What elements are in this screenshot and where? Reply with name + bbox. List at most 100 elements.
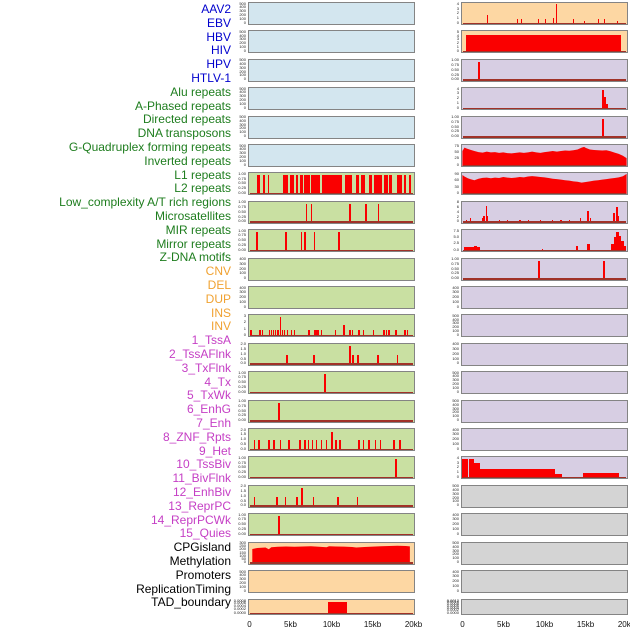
track-plot-6_EnhG	[461, 200, 628, 224]
y-tick-label: 0	[456, 530, 459, 536]
data-bar	[385, 330, 388, 337]
track-label-HIV: HIV	[210, 43, 231, 58]
y-tick-label: 200	[452, 577, 459, 583]
track-label-4_Tx: 4_Tx	[204, 374, 231, 389]
data-bar	[286, 330, 288, 337]
y-tick-label: 0.25	[238, 241, 246, 247]
zero-baseline	[250, 533, 413, 536]
y-axis-ticks-L2-repeats: 1.00 0.75 0.50 0.25 0.00	[231, 370, 247, 394]
data-bar	[307, 440, 310, 450]
track-plot-A-Phased-repeats	[248, 200, 415, 224]
data-bar	[464, 247, 481, 252]
data-bar	[275, 330, 277, 337]
track-label-HTLV-1: HTLV-1	[191, 71, 231, 85]
track-row-4_Tx: 75 50 25 0	[455, 143, 628, 167]
data-bar	[303, 232, 306, 252]
y-tick-label: 300	[239, 93, 246, 99]
y-tick-label: 1.00	[238, 398, 246, 404]
data-bar	[477, 61, 480, 81]
track-plot-CNV	[248, 541, 415, 565]
y-tick-label: 0.0002	[233, 606, 246, 612]
zero-baseline	[250, 221, 413, 223]
y-tick-label: 300	[452, 516, 459, 522]
y-tick-label: 0.0004	[446, 605, 459, 611]
track-row-Mirror-repeats: 2.0 1.5 1.0 0.5 0.0	[240, 484, 415, 508]
track-plot-TAD_boundary	[461, 599, 628, 615]
y-tick-label: 0.00	[238, 417, 246, 423]
track-row-HBV: 500 400 300 200 100 0	[239, 58, 415, 82]
y-tick-label: 200	[452, 381, 459, 387]
data-bar	[587, 243, 590, 252]
track-plot-7_Enh	[461, 229, 628, 253]
y-tick-label: 0.50	[238, 180, 246, 186]
y-tick-label: 4	[456, 32, 459, 38]
y-axis-ticks-Directed-repeats: 1.00 0.75 0.50 0.25 0.00	[231, 227, 247, 252]
data-bar	[408, 175, 412, 195]
track-plot-Alu-repeats	[248, 172, 415, 196]
data-bar	[388, 330, 390, 337]
track-row-Microsatellites: 2.0 1.5 1.0 0.5 0.0	[240, 427, 415, 451]
y-tick-label: 2	[456, 40, 459, 46]
zero-baseline	[250, 249, 413, 252]
data-bar	[253, 440, 256, 450]
y-tick-label: 200	[452, 324, 459, 330]
y-tick-label: 0.0	[240, 360, 246, 366]
y-tick-label: 2	[456, 10, 459, 16]
data-bar	[383, 330, 385, 337]
data-bar	[362, 440, 365, 450]
y-tick-label: 0	[456, 47, 459, 53]
y-tick-label: 1	[243, 325, 246, 331]
y-tick-label: 1.00	[451, 114, 459, 120]
y-tick-label: 0	[243, 47, 246, 53]
y-tick-label: 0.0008	[233, 597, 246, 603]
y-tick-label: 0.75	[451, 118, 459, 124]
data-bar	[611, 243, 614, 252]
track-plot-9_Het	[461, 286, 628, 309]
y-tick-label: 500	[239, 568, 246, 574]
y-tick-label: 400	[452, 568, 459, 574]
data-bar	[613, 237, 617, 252]
data-bar	[365, 203, 368, 223]
track-label-Z-DNA-motifs: Z-DNA motifs	[159, 250, 231, 265]
track-plot-INV	[461, 30, 628, 54]
data-bar	[357, 355, 359, 365]
data-bar	[374, 175, 382, 195]
data-bar	[261, 330, 264, 337]
y-tick-label: 0.75	[238, 402, 246, 408]
data-bar	[373, 330, 375, 337]
y-tick-label: 0.5	[240, 497, 246, 503]
track-label-2_TssAFlnk: 2_TssAFlnk	[168, 347, 231, 361]
x-tick-label: 10kb	[535, 620, 554, 629]
y-tick-label: 0	[456, 218, 459, 224]
area-polygon	[462, 174, 627, 195]
track-plot-12_EnhBiv	[461, 371, 628, 395]
y-tick-label: 0.50	[451, 265, 459, 271]
y-tick-label: 200	[452, 350, 459, 356]
y-tick-label: 1.00	[238, 227, 246, 233]
track-plot-Methylation	[461, 513, 628, 537]
y-axis-ticks-HIV: 500 400 300 200 100 0	[231, 86, 247, 110]
y-tick-label: 1.5	[240, 488, 246, 493]
data-bar	[537, 19, 539, 24]
y-tick-label: 2.0	[240, 426, 246, 432]
track-label-8_ZNF_Rpts: 8_ZNF_Rpts	[162, 429, 231, 444]
track-row-DEL: 500 400 300 200 100 0	[239, 569, 415, 593]
data-bar	[462, 459, 469, 479]
y-tick-label: 0	[243, 19, 246, 25]
y-axis-ticks-Microsatellites: 2.0 1.5 1.0 0.5 0.0	[231, 426, 247, 451]
y-tick-label: 0.0010	[446, 599, 459, 605]
y-tick-label: 4	[456, 85, 459, 91]
y-tick-label: 0.0	[240, 502, 246, 508]
data-bar	[344, 175, 353, 195]
y-axis-ticks-Methylation: 400 300 200 100 0	[444, 512, 460, 536]
y-axis-ticks-L1-repeats: 2.0 1.5 1.0 0.5 0.0	[231, 342, 247, 366]
y-tick-label: 0.25	[238, 383, 246, 389]
track-row-14_ReprPCWk: 400 300 200 100 0	[452, 427, 628, 451]
data-bar	[384, 175, 388, 195]
y-tick-label: 0	[456, 559, 459, 565]
y-tick-label: 0.0004	[233, 603, 246, 609]
y-tick-label: 400	[452, 487, 459, 493]
data-bar	[474, 246, 477, 252]
